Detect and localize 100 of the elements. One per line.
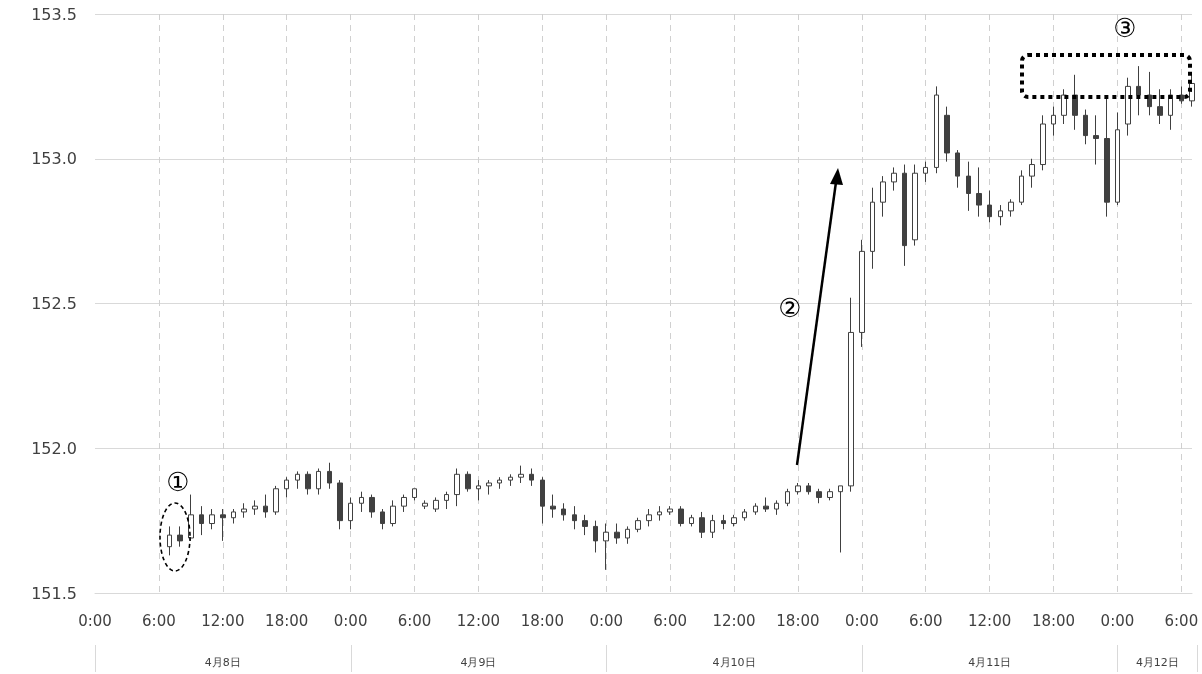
y-tick-label: 153.0 (31, 149, 77, 169)
candlestick (1008, 198, 1014, 218)
candlestick (220, 508, 226, 542)
candlestick (806, 482, 811, 496)
y-tick-label: 151.5 (31, 583, 77, 603)
candlestick (273, 485, 279, 516)
candlestick (177, 525, 183, 548)
candlestick (646, 508, 652, 527)
candlestick (891, 166, 897, 192)
candlestick (1072, 74, 1078, 131)
candlestick (710, 514, 715, 539)
candlestick (870, 187, 875, 270)
x-tick-label: 0:00 (844, 611, 879, 630)
candlestick (1029, 158, 1035, 189)
x-tick-label: 12:00 (968, 611, 1012, 630)
candlestick (657, 505, 662, 522)
candlestick (486, 479, 492, 496)
x-tick-label: 12:00 (201, 611, 245, 630)
candlestick (582, 514, 588, 536)
x-tick-label: 0:00 (589, 611, 624, 630)
candlestick (209, 508, 215, 530)
candlestick (1115, 111, 1120, 206)
candlestick (827, 488, 833, 501)
candlestick (699, 511, 705, 539)
candlestick (593, 520, 598, 553)
candlestick (614, 523, 620, 545)
candlestick (838, 485, 843, 553)
candlestick (508, 473, 513, 487)
candlestick (263, 494, 268, 519)
candlestick (689, 514, 694, 527)
candlestick (955, 149, 960, 189)
y-tick-label: 153.5 (31, 4, 77, 24)
candlestick (1136, 65, 1141, 116)
candlestick (678, 505, 684, 527)
candlestick (625, 525, 630, 545)
candlestick (550, 494, 556, 519)
candlestick (731, 514, 737, 527)
candlestick (848, 297, 854, 493)
candlestick (561, 502, 566, 522)
candlestick (742, 508, 747, 522)
x-tick-label: 6:00 (653, 611, 687, 630)
candlestick (518, 465, 524, 484)
candlestick (380, 508, 385, 530)
candlestick (305, 470, 311, 496)
candlestick (465, 470, 471, 493)
candlestick (572, 505, 577, 530)
candlestick (976, 166, 982, 218)
candlestick (721, 514, 726, 530)
candlestick (241, 502, 247, 519)
candlestick (603, 523, 609, 571)
x-tick-label: 18:00 (265, 611, 309, 630)
x-tick-label: 6:00 (142, 611, 176, 630)
x-tick-label: 18:00 (520, 611, 564, 630)
candlestick (998, 204, 1003, 226)
y-tick-label: 152.5 (31, 294, 77, 313)
x-tick-label: 12:00 (456, 611, 501, 630)
candlestick (635, 517, 641, 533)
candlestick (476, 479, 481, 501)
candlestick (167, 525, 172, 556)
annotation: ③ (1112, 12, 1138, 44)
candlestick (188, 494, 194, 542)
candlestick (422, 499, 428, 510)
candlestick (944, 106, 950, 163)
text: 4月9日 (459, 655, 498, 670)
candlestick (454, 468, 460, 507)
annotation: ② (777, 292, 803, 324)
x-tick-label: 0:00 (78, 611, 112, 630)
x-tick-label: 18:00 (1031, 611, 1076, 630)
candlestick (923, 161, 928, 183)
candlestick (753, 502, 758, 516)
candlestick (1019, 169, 1024, 206)
candlestick (1147, 71, 1152, 116)
candlestick (1083, 109, 1088, 145)
candlestick (987, 190, 992, 223)
candlestick (912, 164, 918, 247)
candlestick (497, 476, 502, 490)
candlestick (327, 462, 332, 490)
text: 4月10日 (711, 655, 757, 670)
candlestick (934, 85, 939, 174)
candlestick (369, 494, 375, 519)
candlestick (337, 479, 343, 530)
candlestick (444, 491, 449, 510)
candlestick (1179, 85, 1184, 105)
annotation: ① (165, 466, 191, 498)
candlestick (540, 476, 545, 525)
candlestick (763, 496, 769, 513)
x-tick-label: 12:00 (712, 611, 756, 630)
candlestick (348, 496, 353, 530)
candlestick (859, 239, 865, 348)
candlestick (902, 164, 907, 267)
candlestick (966, 161, 971, 212)
candlestick (199, 505, 204, 536)
candlestick (1125, 77, 1131, 137)
x-tick-label: 6:00 (397, 611, 432, 630)
y-tick-label: 152.0 (31, 438, 77, 458)
candlestick (816, 488, 822, 504)
candlestick (1040, 114, 1046, 171)
candlestick (295, 470, 300, 490)
candlestick (284, 476, 289, 498)
candlestick (390, 499, 396, 527)
